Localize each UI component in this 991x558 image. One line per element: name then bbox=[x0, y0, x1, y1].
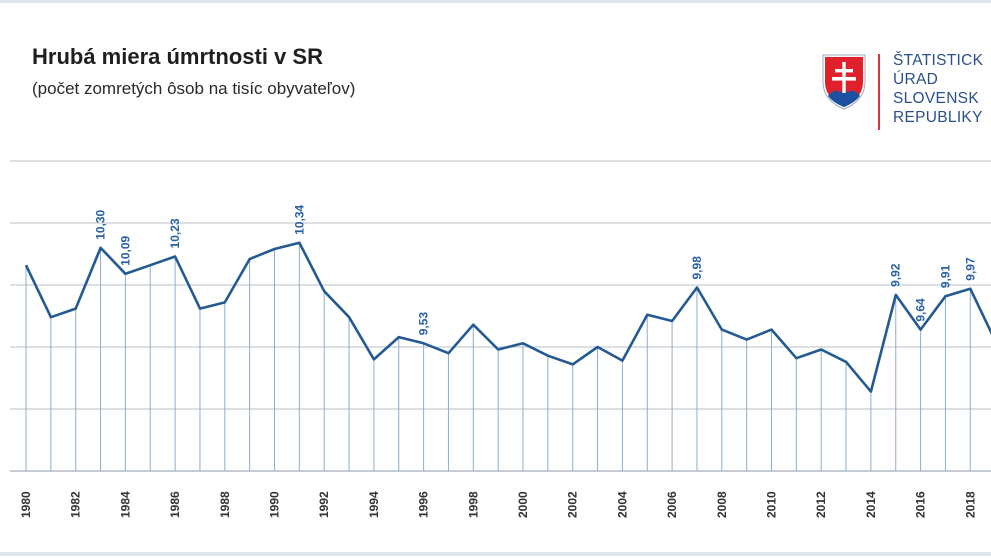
data-label: 10,34 bbox=[292, 204, 306, 234]
x-tick-label: 2004 bbox=[615, 491, 629, 518]
drop-lines bbox=[25, 242, 971, 471]
x-tick-label: 2008 bbox=[715, 491, 729, 518]
x-tick-label: 1980 bbox=[19, 491, 33, 518]
logo-divider bbox=[878, 54, 880, 130]
logo-line: REPUBLIKY bbox=[893, 109, 983, 126]
mortality-series-line bbox=[24, 241, 991, 393]
slovak-coat-of-arms-icon bbox=[822, 54, 866, 110]
grid-lines bbox=[10, 160, 991, 472]
x-tick-label: 1996 bbox=[417, 491, 431, 518]
data-label: 9,64 bbox=[914, 298, 928, 322]
logo-text: ŠTATISTICK ÚRAD SLOVENSK REPUBLIKY bbox=[893, 51, 983, 127]
data-label: 9,91 bbox=[938, 264, 952, 288]
x-tick-labels: 1980 1982 1984 1986 1988 1990 1992 1994 1996 1998… bbox=[19, 491, 977, 518]
x-tick-label: 2018 bbox=[963, 491, 977, 518]
x-tick-label: 1994 bbox=[367, 491, 381, 518]
x-tick-label: 2006 bbox=[665, 491, 679, 518]
statistical-office-logo bbox=[822, 54, 880, 130]
x-tick-label: 1988 bbox=[218, 491, 232, 518]
x-tick-label: 2014 bbox=[864, 491, 878, 518]
logo-line: SLOVENSK bbox=[893, 90, 979, 107]
x-tick-label: 1990 bbox=[268, 491, 282, 518]
x-tick-label: 2016 bbox=[914, 491, 928, 518]
frame-top-border bbox=[0, 0, 991, 3]
logo-line: ÚRAD bbox=[893, 71, 939, 88]
data-label: 10,23 bbox=[168, 218, 182, 248]
frame-bottom-border bbox=[0, 552, 991, 556]
chart-subtitle: (počet zomretých ôsob na tisíc obyvateľo… bbox=[32, 79, 356, 98]
x-tick-label: 2010 bbox=[765, 491, 779, 518]
data-label: 10,09 bbox=[118, 235, 132, 265]
x-tick-label: 1992 bbox=[317, 491, 331, 518]
x-tick-label: 1986 bbox=[168, 491, 182, 518]
data-label: 9,98 bbox=[690, 256, 704, 280]
data-labels: 10,30 10,09 10,23 10,34 9,53 9,98 9,92 9,64 9,91… bbox=[94, 204, 978, 335]
x-tick-label: 2002 bbox=[566, 491, 580, 518]
data-label: 10,30 bbox=[94, 209, 108, 239]
x-tick-label: 1998 bbox=[466, 491, 480, 518]
x-tick-label: 2012 bbox=[814, 491, 828, 518]
x-tick-label: 1984 bbox=[118, 491, 132, 518]
series-line bbox=[24, 241, 991, 393]
data-label: 9,92 bbox=[889, 263, 903, 287]
data-label: 9,97 bbox=[963, 257, 977, 281]
x-tick-label: 2000 bbox=[516, 491, 530, 518]
data-label: 9,53 bbox=[417, 312, 431, 336]
x-tick-label: 1982 bbox=[69, 491, 83, 518]
chart-title: Hrubá miera úmrtnosti v SR bbox=[32, 44, 323, 69]
logo-line: ŠTATISTICK bbox=[893, 52, 984, 69]
